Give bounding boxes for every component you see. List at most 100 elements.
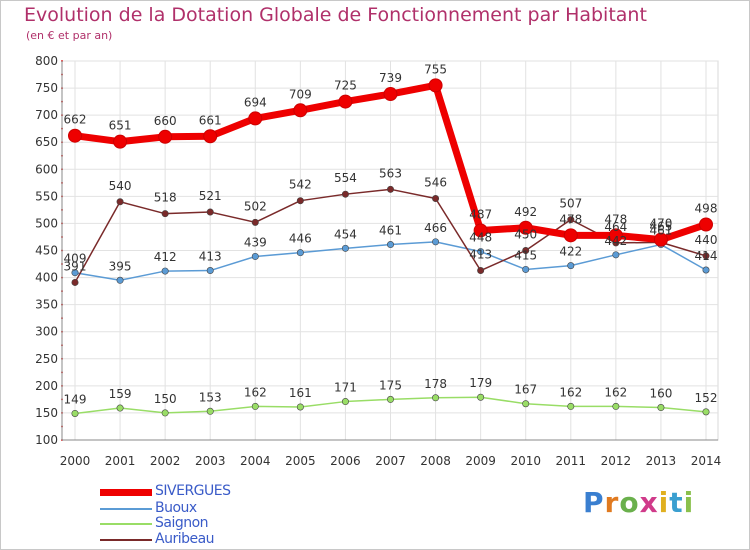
y-tick-label: 100 <box>35 433 58 447</box>
data-point-sivergues <box>608 228 623 243</box>
data-label-buoux: 466 <box>424 221 447 235</box>
data-point-sivergues <box>113 134 128 149</box>
data-point-auribeau <box>296 197 304 205</box>
data-point-saignon <box>161 409 169 417</box>
data-point-auribeau <box>206 208 214 216</box>
logo-letter: o <box>619 486 640 519</box>
data-label-saignon: 160 <box>649 387 672 401</box>
data-point-saignon <box>522 400 530 408</box>
data-label-sivergues: 478 <box>559 212 582 226</box>
x-tick-label: 2013 <box>646 454 677 468</box>
data-point-buoux <box>522 265 530 273</box>
data-label-buoux: 413 <box>199 250 222 264</box>
data-point-buoux <box>161 267 169 275</box>
data-point-sivergues <box>699 217 713 232</box>
data-point-auribeau <box>432 195 440 203</box>
y-tick-label: 750 <box>35 81 58 95</box>
data-point-saignon <box>251 402 259 410</box>
data-label-auribeau: 464 <box>604 220 627 234</box>
data-point-sivergues <box>518 220 533 235</box>
data-point-sivergues <box>653 232 668 247</box>
data-label-buoux: 461 <box>379 224 402 238</box>
legend-swatch-auribeau <box>100 539 152 541</box>
data-point-auribeau <box>522 247 530 255</box>
data-point-saignon <box>71 409 79 417</box>
data-label-sivergues: 487 <box>469 207 492 221</box>
data-point-auribeau <box>161 210 169 218</box>
y-tick-label: 350 <box>35 298 58 312</box>
data-label-auribeau: 413 <box>469 248 492 262</box>
data-point-auribeau <box>702 252 710 260</box>
logo-letter: i <box>683 486 695 519</box>
data-point-auribeau <box>567 216 575 224</box>
data-label-sivergues: 725 <box>334 79 357 93</box>
data-point-sivergues <box>563 228 578 243</box>
y-tick-label: 250 <box>35 352 58 366</box>
data-point-buoux <box>71 269 79 277</box>
x-tick-label: 2011 <box>556 454 587 468</box>
data-label-saignon: 162 <box>604 385 627 399</box>
x-tick-label: 2012 <box>601 454 632 468</box>
data-label-saignon: 150 <box>154 392 177 406</box>
data-point-buoux <box>702 266 710 274</box>
data-point-sivergues <box>293 103 308 118</box>
y-tick-label: 500 <box>35 216 58 230</box>
data-point-saignon <box>567 402 575 410</box>
data-point-sivergues <box>428 78 443 93</box>
data-point-sivergues <box>68 128 82 143</box>
logo-letter: i <box>658 486 670 519</box>
x-tick-label: 2008 <box>420 454 451 468</box>
data-point-saignon <box>432 394 440 402</box>
data-label-saignon: 175 <box>379 378 402 392</box>
data-label-auribeau: 540 <box>109 179 132 193</box>
data-point-auribeau <box>477 267 485 275</box>
data-point-buoux <box>116 276 124 284</box>
y-tick-label: 600 <box>35 162 58 176</box>
data-point-saignon <box>296 403 304 411</box>
data-label-saignon: 179 <box>469 376 492 390</box>
data-label-auribeau: 563 <box>379 166 402 180</box>
data-label-buoux: 409 <box>64 252 87 266</box>
data-label-saignon: 159 <box>109 387 132 401</box>
data-label-sivergues: 739 <box>379 71 402 85</box>
data-label-auribeau: 502 <box>244 199 267 213</box>
legend-swatch-sivergues <box>100 489 152 496</box>
data-label-sivergues: 661 <box>199 113 222 127</box>
data-point-sivergues <box>338 94 353 109</box>
data-point-saignon <box>206 407 214 415</box>
logo-letter: t <box>669 486 684 519</box>
data-label-auribeau: 391 <box>64 259 87 273</box>
y-tick-label: 650 <box>35 135 58 149</box>
data-point-auribeau <box>341 190 349 198</box>
logo-letter: P <box>583 486 605 519</box>
data-label-auribeau: 554 <box>334 171 357 185</box>
data-label-auribeau: 465 <box>649 219 672 233</box>
data-point-saignon <box>702 408 710 416</box>
data-point-buoux <box>612 251 620 259</box>
data-label-buoux: 415 <box>514 248 537 262</box>
data-point-sivergues <box>248 111 263 126</box>
data-label-buoux: 422 <box>559 245 582 259</box>
data-label-saignon: 167 <box>514 383 537 397</box>
data-label-auribeau: 546 <box>424 176 447 190</box>
data-label-auribeau: 521 <box>199 189 222 203</box>
data-label-buoux: 439 <box>244 235 267 249</box>
data-label-auribeau: 507 <box>559 197 582 211</box>
data-label-sivergues: 651 <box>109 119 132 133</box>
data-label-buoux: 454 <box>334 227 357 241</box>
data-label-saignon: 149 <box>64 392 87 406</box>
data-label-saignon: 162 <box>559 385 582 399</box>
data-point-buoux <box>432 238 440 246</box>
logo-letter: r <box>604 486 620 519</box>
data-label-auribeau: 542 <box>289 178 312 192</box>
data-label-sivergues: 694 <box>244 95 267 109</box>
data-label-buoux: 395 <box>109 259 132 273</box>
x-tick-label: 2014 <box>691 454 722 468</box>
data-point-saignon <box>341 398 349 406</box>
data-point-buoux <box>206 267 214 275</box>
legend-label-sivergues: SIVERGUES <box>155 483 231 499</box>
data-label-saignon: 153 <box>199 390 222 404</box>
legend-swatch-saignon <box>100 523 152 525</box>
x-tick-label: 2007 <box>375 454 406 468</box>
y-tick-label: 150 <box>35 406 58 420</box>
